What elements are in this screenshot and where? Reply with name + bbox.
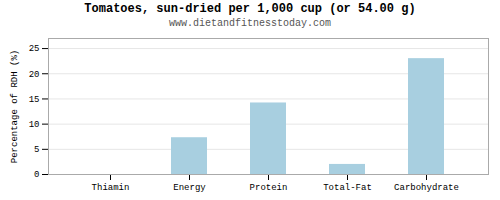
svg-text:Carbohydrate: Carbohydrate	[394, 183, 459, 193]
svg-text:Energy: Energy	[173, 183, 206, 193]
svg-text:Protein: Protein	[250, 183, 288, 193]
svg-text:Total-Fat: Total-Fat	[323, 183, 372, 193]
svg-text:0: 0	[34, 170, 39, 180]
svg-text:10: 10	[29, 120, 40, 130]
svg-text:5: 5	[34, 145, 39, 155]
html-text:www.dietandfitnesstoday.com: www.dietandfitnesstoday.com	[169, 18, 331, 29]
html-text:Tomatoes, sun-dried per 1,000: Tomatoes, sun-dried per 1,000 cup (or 54…	[84, 2, 416, 16]
svg-text:Thiamin: Thiamin	[92, 183, 130, 193]
svg-text:15: 15	[29, 95, 40, 105]
svg-text:20: 20	[29, 70, 40, 80]
svg-text:Percentage of RDH (%): Percentage of RDH (%)	[10, 50, 20, 163]
svg-text:25: 25	[29, 44, 40, 54]
